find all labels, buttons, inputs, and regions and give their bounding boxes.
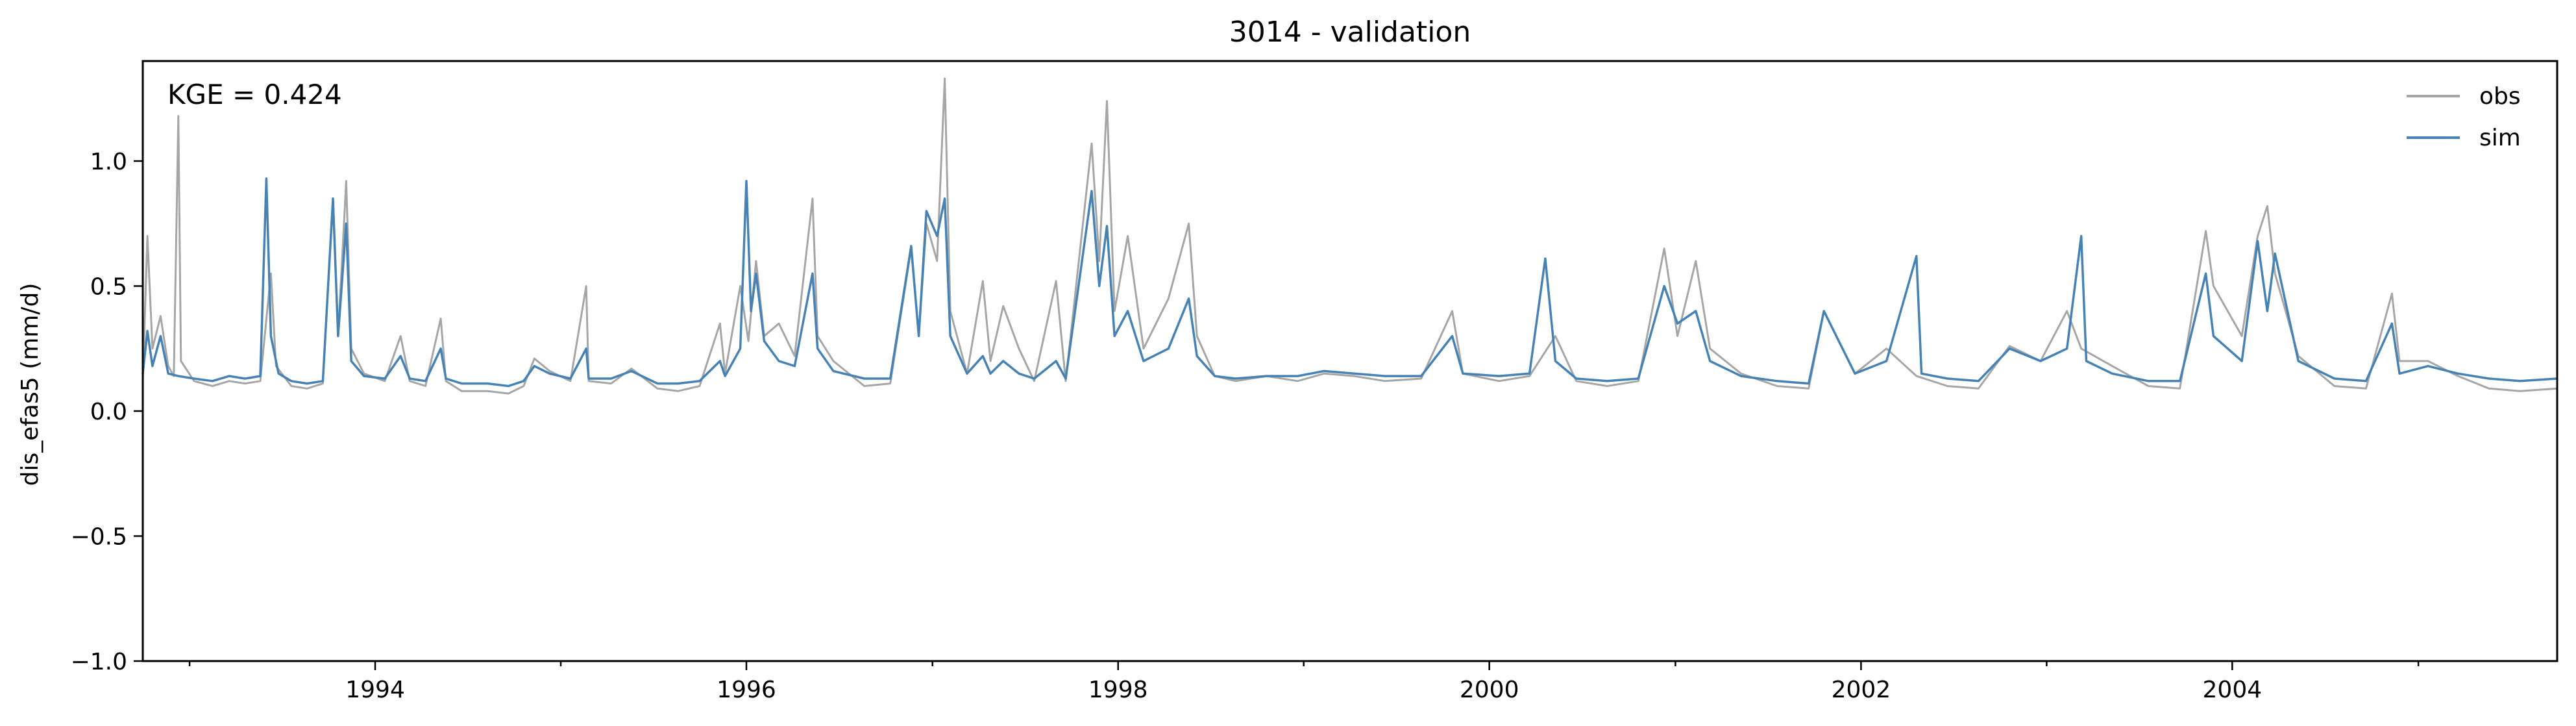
- y-tick-label-1: −0.5: [71, 524, 127, 551]
- y-tick-label-4: 1.0: [90, 149, 127, 175]
- kge-annotation: KGE = 0.424: [167, 79, 342, 110]
- x-tick-label-1996: 1996: [717, 677, 776, 703]
- x-tick-label-2004: 2004: [2203, 677, 2263, 703]
- legend-label-obs: obs: [2479, 83, 2521, 110]
- legend-label-sim: sim: [2479, 125, 2521, 151]
- y-tick-label-0: −1.0: [71, 649, 127, 675]
- y-tick-label-3: 0.5: [90, 274, 127, 301]
- x-tick-label-1998: 1998: [1088, 677, 1148, 703]
- y-axis-label: dis_efas5 (mm/d): [17, 283, 43, 486]
- x-tick-label-1994: 1994: [345, 677, 405, 703]
- x-tick-label-2000: 2000: [1460, 677, 1519, 703]
- x-tick-label-2002: 2002: [1832, 677, 1891, 703]
- y-tick-label-2: 0.0: [90, 399, 127, 425]
- chart-title: 3014 - validation: [1229, 16, 1471, 49]
